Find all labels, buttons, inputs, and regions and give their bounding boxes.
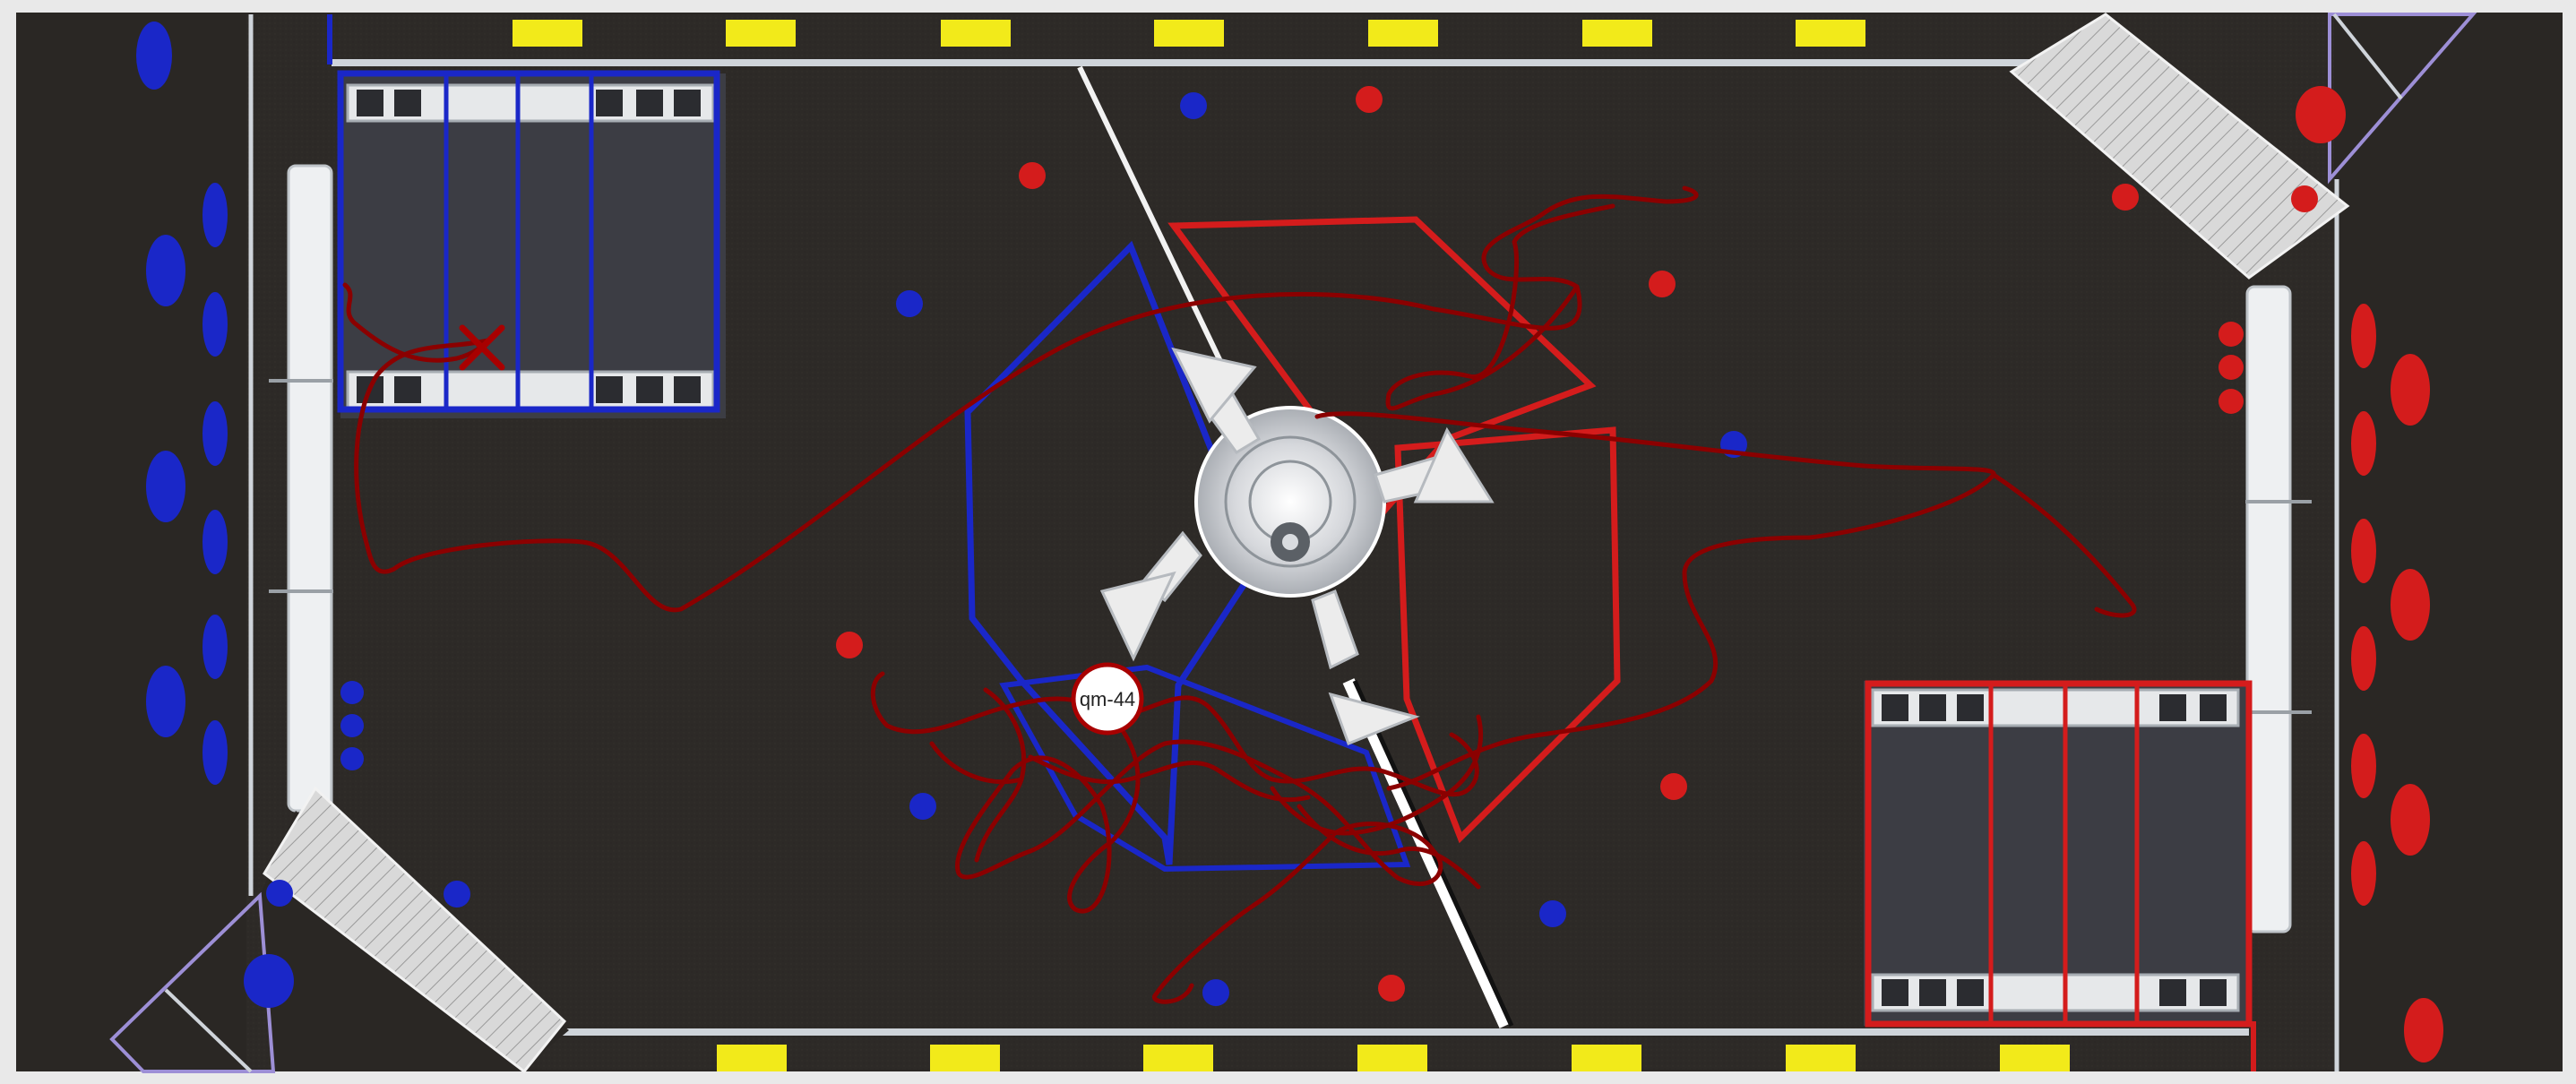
blue-tarmac-lower	[999, 664, 1411, 873]
field-walls	[248, 14, 2339, 1071]
robot-path-line	[342, 185, 2137, 1004]
red-human-players	[2296, 86, 2443, 1062]
match-marker[interactable]: qm-44	[1071, 662, 1144, 736]
blue-human-players	[136, 22, 294, 1008]
red-cargo	[836, 86, 2318, 1002]
top-tape-markers	[513, 20, 1865, 47]
hub-icon	[1099, 347, 1495, 745]
match-marker-label: qm-44	[1080, 688, 1135, 710]
blue-cargo	[266, 92, 1747, 1006]
x-mark-icon	[459, 324, 505, 371]
red-driver-station-wall	[2245, 285, 2312, 933]
bottom-tape-markers	[717, 1045, 2070, 1071]
red-hangar	[1864, 680, 2253, 1028]
blue-terminal	[109, 786, 569, 1074]
blue-hangar	[337, 70, 726, 418]
